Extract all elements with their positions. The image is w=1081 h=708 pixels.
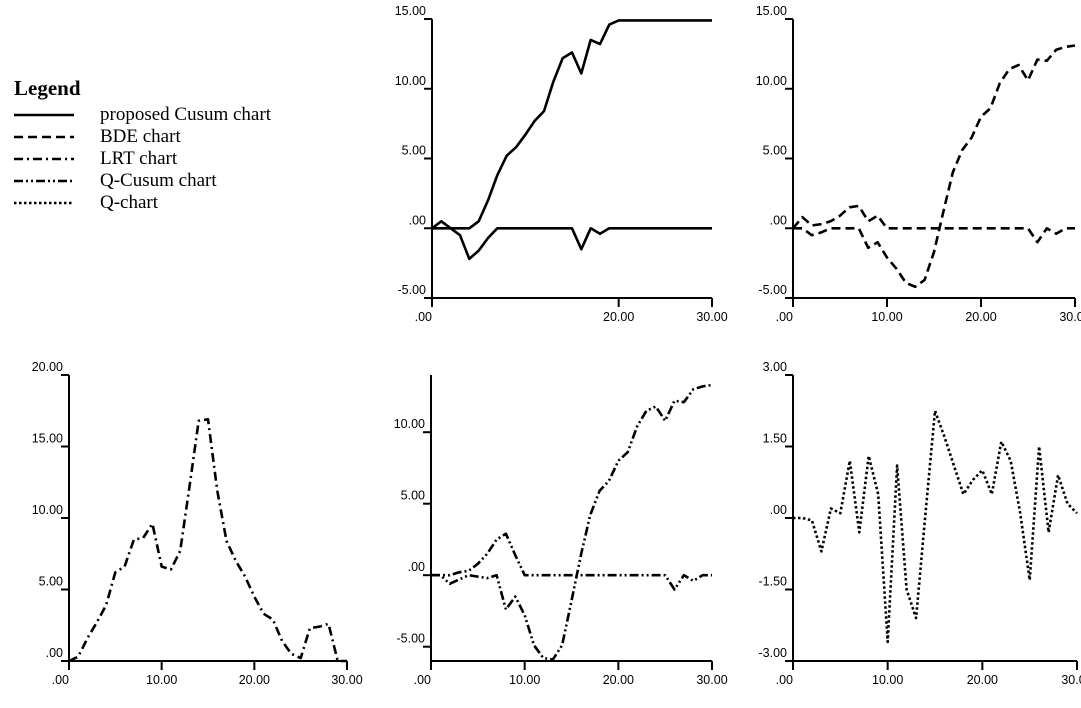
legend-title: Legend <box>14 76 81 100</box>
y-tick-label: .00 <box>46 646 63 660</box>
y-tick-label: -5.00 <box>397 632 426 646</box>
chart-lrt: .00 5.00 10.00 15.00 20.00 .00 10.00 20.00 30.00 <box>32 360 363 687</box>
legend-swatch-dotted <box>14 201 74 205</box>
y-tick-label: .00 <box>409 213 426 227</box>
chart-q-chart: -3.00 -1.50 .00 1.50 3.00 .00 10.00 20.00 30.00 <box>759 360 1081 687</box>
x-tick-label: 10.00 <box>872 673 903 687</box>
x-tick-label: 30.00 <box>331 673 362 687</box>
x-tick-label: 30.00 <box>1061 673 1081 687</box>
y-tick-label: 3.00 <box>763 360 787 374</box>
legend-item-lrt: LRT chart <box>14 148 354 170</box>
y-tick-label: 5.00 <box>402 144 426 158</box>
legend-item-q-chart: Q-chart <box>14 192 354 214</box>
x-tick-label: 20.00 <box>967 673 998 687</box>
y-tick-label: 1.50 <box>763 432 787 446</box>
x-tick-label: .00 <box>776 310 793 324</box>
y-tick-label: -5.00 <box>759 283 788 297</box>
y-tick-label: 10.00 <box>395 74 426 88</box>
series-line <box>431 532 712 591</box>
y-tick-label: -1.50 <box>759 575 788 589</box>
x-tick-label: 20.00 <box>603 310 634 324</box>
y-tick-label: 10.00 <box>394 417 425 431</box>
x-tick-label: 10.00 <box>509 673 540 687</box>
y-tick-label: 15.00 <box>32 432 63 446</box>
y-tick-label: 10.00 <box>32 503 63 517</box>
x-tick-label: .00 <box>52 673 69 687</box>
y-tick-label: 15.00 <box>756 4 787 18</box>
y-tick-label: 20.00 <box>32 360 63 374</box>
y-tick-label: .00 <box>770 503 787 517</box>
series-line <box>68 417 347 663</box>
legend-swatch-solid <box>14 113 74 117</box>
chart-q-cusum: -5.00 .00 5.00 10.00 .00 10.00 20.00 30.00 <box>394 375 728 687</box>
x-tick-label: 10.00 <box>871 310 902 324</box>
y-tick-label: .00 <box>408 560 425 574</box>
y-tick-label: -5.00 <box>398 283 427 297</box>
x-tick-label: 30.00 <box>696 673 727 687</box>
y-tick-label: 10.00 <box>756 74 787 88</box>
series-line <box>792 204 1075 244</box>
series-line <box>431 19 712 230</box>
y-tick-label: 5.00 <box>401 489 425 503</box>
series-line <box>431 383 713 661</box>
x-tick-label: 20.00 <box>965 310 996 324</box>
x-tick-label: 20.00 <box>239 673 270 687</box>
x-tick-label: 20.00 <box>603 673 634 687</box>
y-tick-label: 15.00 <box>395 4 426 18</box>
x-tick-label: 10.00 <box>146 673 177 687</box>
x-tick-label: .00 <box>414 673 431 687</box>
legend-label: Q-Cusum chart <box>100 170 217 191</box>
x-tick-label: .00 <box>776 673 793 687</box>
legend-item-bde: BDE chart <box>14 126 354 148</box>
x-tick-label: .00 <box>415 310 432 324</box>
legend-label: proposed Cusum chart <box>100 104 271 125</box>
legend: Legend proposed Cusum chart BDE chart LR… <box>14 76 354 214</box>
x-tick-label: 30.00 <box>1059 310 1081 324</box>
y-tick-label: .00 <box>770 213 787 227</box>
y-tick-label: 5.00 <box>763 144 787 158</box>
x-tick-label: 30.00 <box>696 310 727 324</box>
y-tick-label: -3.00 <box>759 646 788 660</box>
series-line <box>793 44 1076 289</box>
legend-item-q-cusum: Q-Cusum chart <box>14 170 354 192</box>
legend-swatch-dashed <box>14 135 74 139</box>
legend-label: LRT chart <box>100 148 178 169</box>
chart-bde: -5.00 .00 5.00 10.00 15.00 .00 10.00 20.00 30.00 <box>756 4 1081 324</box>
legend-swatch-dashdotdot <box>14 179 74 183</box>
series-line <box>793 409 1078 644</box>
chart-proposed-cusum: -5.00 .00 5.00 10.00 15.00 .00 20.00 30.00 <box>395 4 728 324</box>
legend-label: BDE chart <box>100 126 181 147</box>
legend-item-proposed-cusum: proposed Cusum chart <box>14 104 354 126</box>
series-line <box>432 227 712 261</box>
legend-label: Q-chart <box>100 192 159 213</box>
y-tick-label: 5.00 <box>39 575 63 589</box>
